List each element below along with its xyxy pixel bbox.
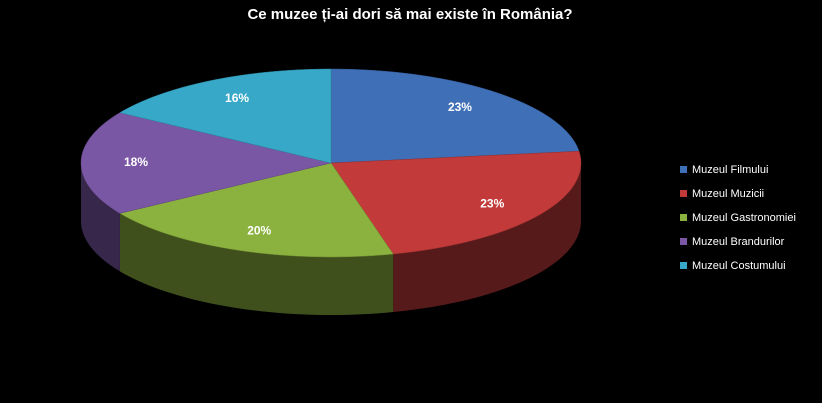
slice-side — [81, 163, 120, 272]
data-label: 16% — [225, 91, 249, 105]
legend-label: Muzeul Costumului — [692, 260, 786, 272]
slice-side — [119, 213, 394, 315]
slice-top — [330, 150, 582, 255]
slice-top — [80, 112, 332, 214]
data-label: 23% — [480, 196, 504, 210]
legend-label: Muzeul Muzicii — [692, 188, 764, 200]
legend-swatch — [680, 190, 687, 197]
legend-swatch — [680, 166, 687, 173]
legend-label: Muzeul Brandurilor — [692, 236, 785, 248]
slice-top — [119, 68, 332, 164]
slice — [330, 150, 582, 313]
legend-swatch — [680, 262, 687, 269]
slice — [330, 68, 580, 164]
slice-top — [330, 68, 580, 164]
slice-side — [393, 163, 581, 313]
legend-swatch — [680, 214, 687, 221]
legend-label: Muzeul Filmului — [692, 164, 768, 176]
data-label: 23% — [448, 100, 472, 114]
chart-title: Ce muzee ți-ai dori să mai existe în Rom… — [247, 6, 572, 23]
slice — [119, 162, 394, 315]
data-label: 18% — [124, 155, 148, 169]
slice — [80, 112, 332, 272]
slice — [119, 68, 332, 164]
slice-top — [119, 162, 394, 258]
legend-swatch — [680, 238, 687, 245]
legend-label: Muzeul Gastronomiei — [692, 212, 796, 224]
data-label: 20% — [247, 223, 271, 237]
